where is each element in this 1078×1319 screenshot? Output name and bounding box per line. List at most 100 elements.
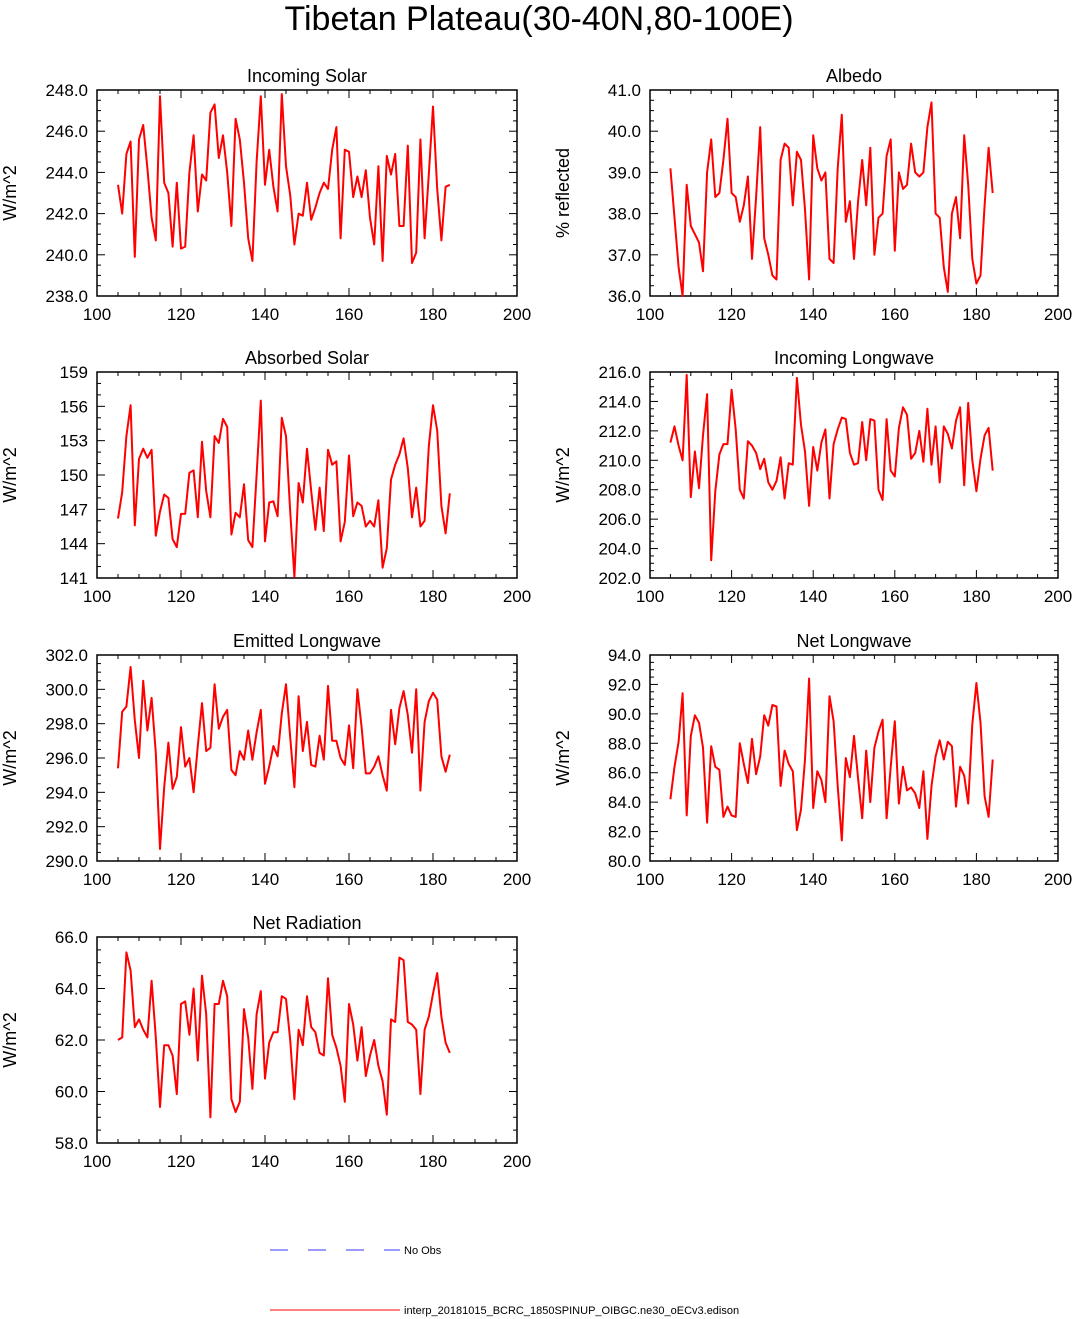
- page-title: Tibetan Plateau(30-40N,80-100E): [284, 0, 793, 38]
- y-tick-label: 292.0: [45, 818, 88, 837]
- chart-panel: Net Radiation W/m^2 100 120 140 160 180 200 58.0…: [0, 913, 531, 1171]
- series-line: [117, 951, 451, 1119]
- x-tick-label: 100: [83, 305, 111, 324]
- y-tick-label: 86.0: [608, 764, 641, 783]
- x-tick-label: 160: [881, 870, 909, 889]
- x-tick-label: 200: [503, 587, 531, 606]
- legend-model-label: interp_20181015_BCRC_1850SPINUP_OIBGC.ne…: [404, 1305, 739, 1317]
- x-tick-label: 160: [335, 587, 363, 606]
- x-tick-label: 180: [962, 305, 990, 324]
- y-tick-label: 208.0: [598, 481, 641, 500]
- chart-title: Incoming Solar: [247, 66, 367, 86]
- y-tick-label: 206.0: [598, 510, 641, 529]
- y-tick-label: 80.0: [608, 852, 641, 871]
- chart-title: Absorbed Solar: [245, 348, 369, 368]
- y-tick-label: 298.0: [45, 715, 88, 734]
- y-axis-label: W/m^2: [0, 447, 20, 502]
- y-tick-label: 214.0: [598, 392, 641, 411]
- x-tick-label: 200: [1044, 870, 1072, 889]
- y-axis-label: W/m^2: [553, 730, 573, 785]
- x-tick-label: 100: [83, 870, 111, 889]
- x-tick-label: 200: [503, 1152, 531, 1171]
- y-tick-label: 41.0: [608, 81, 641, 100]
- x-tick-label: 120: [167, 587, 195, 606]
- x-tick-label: 200: [1044, 305, 1072, 324]
- x-tick-label: 100: [636, 587, 664, 606]
- chart-panel: Albedo % reflected 100 120 140 160 180 200 36.0 3…: [553, 66, 1072, 324]
- y-tick-label: 88.0: [608, 734, 641, 753]
- series-line: [669, 373, 994, 562]
- x-tick-label: 180: [962, 587, 990, 606]
- y-tick-label: 244.0: [45, 163, 88, 182]
- y-tick-label: 92.0: [608, 675, 641, 694]
- y-tick-label: 204.0: [598, 540, 641, 559]
- legend: No Obs interp_20181015_BCRC_1850SPINUP_O…: [270, 1245, 739, 1317]
- chart-title: Incoming Longwave: [774, 348, 934, 368]
- y-tick-label: 296.0: [45, 749, 88, 768]
- y-tick-label: 300.0: [45, 680, 88, 699]
- y-tick-label: 248.0: [45, 81, 88, 100]
- y-tick-label: 246.0: [45, 122, 88, 141]
- chart-title: Net Longwave: [796, 631, 911, 651]
- chart-panel: Emitted Longwave W/m^2 100 120 140 160 180 200 2…: [0, 631, 531, 889]
- x-tick-label: 180: [962, 870, 990, 889]
- y-tick-label: 37.0: [608, 246, 641, 265]
- x-tick-label: 120: [167, 305, 195, 324]
- plot-frame: [96, 371, 518, 579]
- y-tick-label: 62.0: [55, 1031, 88, 1050]
- y-tick-label: 82.0: [608, 823, 641, 842]
- x-tick-label: 200: [1044, 587, 1072, 606]
- series-line: [117, 93, 451, 264]
- series-line: [117, 666, 451, 850]
- y-tick-label: 141: [60, 569, 88, 588]
- y-tick-label: 58.0: [55, 1134, 88, 1153]
- x-tick-label: 100: [636, 870, 664, 889]
- chart-panels: Incoming Solar W/m^2 100 120 140 160 180 200 238…: [0, 66, 1072, 1171]
- y-tick-label: 90.0: [608, 705, 641, 724]
- y-tick-label: 40.0: [608, 122, 641, 141]
- y-tick-label: 94.0: [608, 646, 641, 665]
- x-tick-label: 200: [503, 305, 531, 324]
- chart-panel: Absorbed Solar W/m^2 100 120 140 160 180 200 141…: [0, 348, 531, 606]
- y-tick-label: 290.0: [45, 852, 88, 871]
- x-tick-label: 140: [251, 1152, 279, 1171]
- chart-panel: Net Longwave W/m^2 100 120 140 160 180 200 80.0 8…: [553, 631, 1072, 889]
- y-tick-label: 238.0: [45, 287, 88, 306]
- y-tick-label: 156: [60, 397, 88, 416]
- x-tick-label: 180: [419, 1152, 447, 1171]
- y-tick-label: 39.0: [608, 163, 641, 182]
- x-tick-label: 100: [636, 305, 664, 324]
- x-tick-label: 180: [419, 587, 447, 606]
- y-tick-label: 36.0: [608, 287, 641, 306]
- series-line: [117, 399, 451, 578]
- chart-panel: Incoming Longwave W/m^2 100 120 140 160 180 200…: [553, 348, 1072, 606]
- legend-obs-label: No Obs: [404, 1245, 442, 1257]
- x-tick-label: 200: [503, 870, 531, 889]
- y-tick-label: 153: [60, 432, 88, 451]
- x-tick-label: 160: [881, 587, 909, 606]
- chart-title: Net Radiation: [252, 913, 361, 933]
- y-axis-label: % reflected: [553, 148, 573, 238]
- y-tick-label: 38.0: [608, 205, 641, 224]
- y-tick-label: 216.0: [598, 363, 641, 382]
- x-tick-label: 140: [799, 587, 827, 606]
- x-tick-label: 160: [335, 1152, 363, 1171]
- y-tick-label: 60.0: [55, 1083, 88, 1102]
- x-tick-label: 140: [799, 305, 827, 324]
- y-tick-label: 302.0: [45, 646, 88, 665]
- plot-frame: [96, 936, 518, 1144]
- y-axis-label: W/m^2: [0, 730, 20, 785]
- x-tick-label: 100: [83, 587, 111, 606]
- x-tick-label: 120: [167, 870, 195, 889]
- x-tick-label: 140: [251, 870, 279, 889]
- series-line: [669, 677, 994, 842]
- y-tick-label: 242.0: [45, 205, 88, 224]
- y-tick-label: 84.0: [608, 793, 641, 812]
- x-tick-label: 140: [251, 305, 279, 324]
- x-tick-label: 160: [335, 870, 363, 889]
- y-tick-label: 159: [60, 363, 88, 382]
- x-tick-label: 160: [335, 305, 363, 324]
- y-tick-label: 144: [60, 535, 88, 554]
- chart-title: Emitted Longwave: [233, 631, 381, 651]
